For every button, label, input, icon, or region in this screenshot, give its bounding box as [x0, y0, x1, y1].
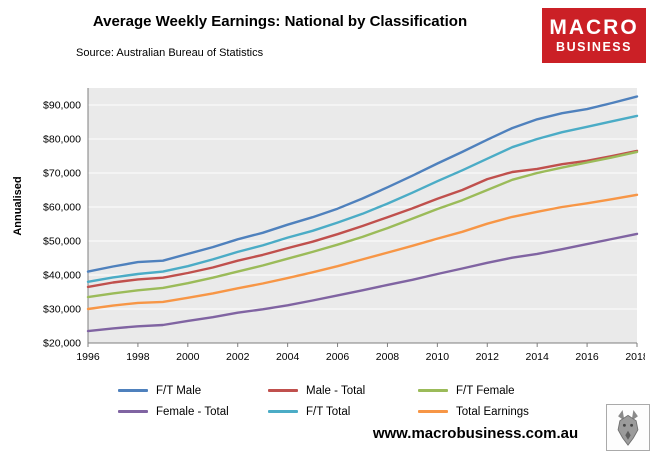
chart-legend: F/T Male Male - Total F/T Female Female - T… [118, 380, 588, 422]
x-tick-label: 2002 [226, 351, 250, 363]
legend-label: F/T Total [306, 405, 351, 418]
x-tick-label: 2012 [476, 351, 500, 363]
legend-label: F/T Female [456, 384, 515, 397]
y-tick-label: $50,000 [43, 236, 81, 248]
logo-text-macro: MACRO [549, 16, 639, 40]
y-tick-label: $90,000 [43, 100, 81, 112]
x-tick-label: 2014 [526, 351, 550, 363]
legend-item-female-total: Female - Total [118, 401, 268, 422]
series-line-f-t-male [86, 95, 639, 273]
website-url: www.macrobusiness.com.au [372, 425, 579, 442]
legend-marker [268, 388, 298, 393]
legend-label: Total Earnings [456, 405, 529, 418]
legend-marker [418, 409, 448, 414]
legend-item-f-t-male: F/T Male [118, 380, 268, 401]
series-line-female-total [86, 232, 639, 333]
legend-label: Female - Total [156, 405, 229, 418]
chart-area: $20,000 $30,000 $40,000 $50,000 $60,000 $70,0… [25, 78, 649, 370]
legend-item-f-t-total: F/T Total [268, 401, 418, 422]
legend-marker [118, 409, 148, 414]
x-tick-label: 1996 [76, 351, 100, 363]
y-tick-label: $20,000 [43, 338, 81, 350]
legend-item-male-total: Male - Total [268, 380, 418, 401]
y-tick-label: $40,000 [43, 270, 81, 282]
legend-marker [118, 388, 148, 393]
source-note: Source: Australian Bureau of Statistics [76, 47, 264, 59]
chart-svg: $20,000 $30,000 $40,000 $50,000 $60,000 $70,0… [43, 88, 649, 363]
x-tick-label: 2010 [426, 351, 450, 363]
y-axis-title: Annualised [12, 176, 24, 236]
legend-label: Male - Total [306, 384, 366, 397]
series-line-f-t-total [86, 114, 639, 284]
x-tick-label: 2008 [376, 351, 400, 363]
legend-item-total-earnings: Total Earnings [418, 401, 568, 422]
legend-marker [418, 388, 448, 393]
x-tick-label: 2006 [326, 351, 350, 363]
x-tick-label: 1998 [126, 351, 150, 363]
series-line-total-earnings [86, 193, 639, 311]
x-tick-label: 2016 [575, 351, 599, 363]
chart-title: Average Weekly Earnings: National by Cla… [92, 13, 468, 30]
legend-label: F/T Male [156, 384, 202, 397]
plot-background [88, 88, 637, 343]
x-tick-label: 2000 [176, 351, 200, 363]
macrobusiness-logo: MACRO BUSINESS [542, 8, 646, 63]
series-line-male-total [86, 149, 639, 289]
series-line-f-t-female [86, 150, 639, 299]
legend-item-f-t-female: F/T Female [418, 380, 568, 401]
x-tick-label: 2004 [276, 351, 300, 363]
y-tick-label: $70,000 [43, 168, 81, 180]
wolf-logo-box [606, 404, 650, 451]
x-tick-label: 2018 [625, 351, 645, 363]
wolf-logo-icon [617, 409, 639, 446]
y-tick-label: $30,000 [43, 304, 81, 316]
y-tick-label: $80,000 [43, 134, 81, 146]
logo-text-business: BUSINESS [556, 40, 632, 55]
legend-marker [268, 409, 298, 414]
y-tick-label: $60,000 [43, 202, 81, 214]
